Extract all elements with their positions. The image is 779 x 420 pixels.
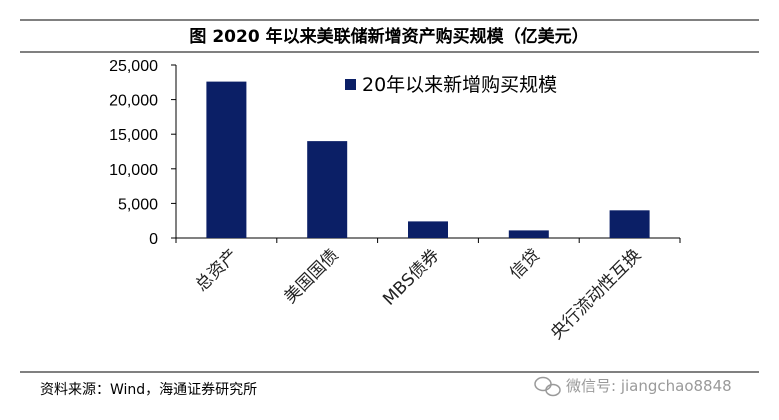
x-axis (175, 237, 681, 243)
category-label: 央行流动性互换 (547, 245, 645, 343)
category-label: 美国国债 (281, 245, 343, 307)
legend-label: 20年以来新增购买规模 (362, 74, 557, 96)
y-tick-label: 15,000 (109, 127, 158, 144)
legend-swatch (345, 79, 356, 90)
watermark-text: 微信号: jiangchao8848 (566, 377, 732, 395)
bar (508, 230, 549, 238)
y-tick-label: 5,000 (118, 196, 158, 213)
category-label: 总资产 (192, 245, 242, 295)
bar (206, 81, 247, 238)
y-tick-label: 10,000 (109, 162, 158, 179)
source-note: 资料来源：Wind，海通证券研究所 (40, 382, 257, 398)
bar-series (206, 81, 650, 238)
y-tick-label: 20,000 (109, 93, 158, 110)
category-labels: 总资产 美国国债 MBS债券 信贷 央行流动性互换 (192, 245, 645, 343)
category-label: 信贷 (506, 245, 544, 283)
bar (609, 210, 650, 238)
chart-title: 图 2020 年以来美联储新增资产购买规模（亿美元） (189, 26, 588, 47)
category-label: MBS债券 (379, 245, 443, 309)
wechat-icon (534, 376, 561, 397)
bar (307, 141, 348, 238)
y-tick-label: 0 (149, 231, 158, 248)
y-tick-label: 25,000 (109, 58, 158, 75)
y-axis: 0 5,000 10,000 15,000 20,000 25,000 (109, 58, 177, 248)
legend: 20年以来新增购买规模 (345, 74, 557, 96)
bar (408, 221, 448, 238)
watermark: 微信号: jiangchao8848 (534, 376, 732, 397)
